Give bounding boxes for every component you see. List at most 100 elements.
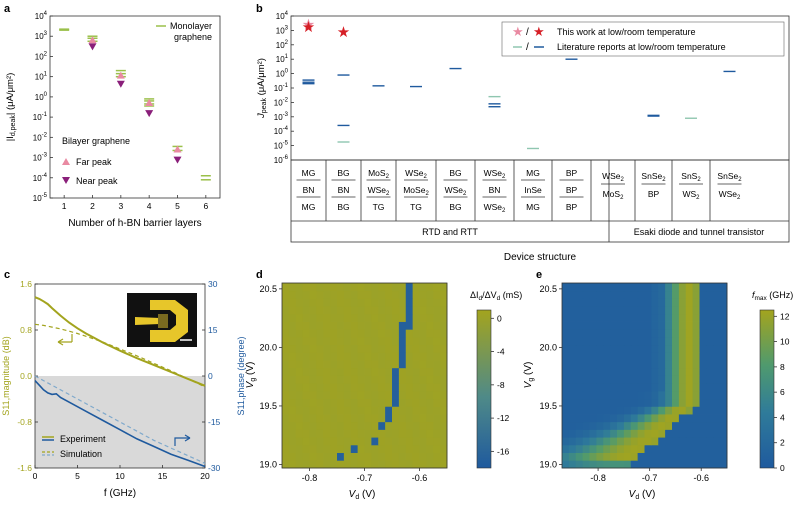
heatmap-cell xyxy=(364,290,372,299)
heatmap-cell xyxy=(610,460,618,469)
heatmap-cell xyxy=(610,444,618,453)
heatmap-cell xyxy=(644,344,652,353)
heatmap-cell xyxy=(309,360,317,369)
heatmap-cell xyxy=(672,460,680,469)
heatmap-cell xyxy=(610,414,618,423)
heatmap-cell xyxy=(575,406,584,415)
heatmap-cell xyxy=(562,290,570,299)
heatmap-cell xyxy=(665,367,673,376)
heatmap-cell xyxy=(562,352,570,361)
heatmap-cell xyxy=(713,360,721,369)
heatmap-cell xyxy=(692,367,700,376)
heatmap-cell xyxy=(440,352,448,361)
heatmap-cell xyxy=(603,460,611,469)
heatmap-cell xyxy=(309,306,317,315)
heatmap-cell xyxy=(562,375,570,384)
heatmap-cell xyxy=(288,283,297,292)
heatmap-cell xyxy=(288,306,297,315)
heatmap-cell xyxy=(692,290,700,299)
heatmap-cell xyxy=(672,321,680,330)
heatmap-cell xyxy=(392,414,400,423)
structure-layer-label: MoS2 xyxy=(368,168,389,180)
heatmap-cell xyxy=(699,313,707,322)
heatmap-cell xyxy=(603,352,611,361)
heatmap-cell xyxy=(343,283,352,292)
heatmap-cell xyxy=(357,452,365,461)
heatmap-cell xyxy=(665,306,673,315)
legend-near-peak: Near peak xyxy=(76,176,118,186)
heatmap-cell xyxy=(433,414,441,423)
heatmap-cell xyxy=(330,329,338,338)
heatmap-cell xyxy=(378,344,386,353)
heatmap-cell xyxy=(720,452,728,461)
structure-layer-label: SnSe2 xyxy=(717,171,742,183)
heatmap-cell xyxy=(392,298,400,307)
right-y-tick-label: -30 xyxy=(208,463,221,473)
heatmap-cell xyxy=(392,383,400,392)
x-tick-label: 10 xyxy=(115,471,125,481)
heatmap-cell xyxy=(699,398,707,407)
heatmap-cell xyxy=(706,298,714,307)
heatmap-cell xyxy=(343,444,352,453)
heatmap-cell xyxy=(371,398,379,407)
heatmap-cell xyxy=(302,429,310,438)
heatmap-cell xyxy=(288,460,297,469)
heatmap-cell xyxy=(309,290,317,299)
heatmap-cell xyxy=(672,383,680,392)
heatmap-cell xyxy=(658,437,666,446)
right-y-tick-label: 0 xyxy=(208,371,213,381)
panel-e-colorbar xyxy=(759,309,775,469)
heatmap-cell xyxy=(392,329,400,338)
heatmap-cell xyxy=(364,313,372,322)
heatmap-cell xyxy=(385,298,393,307)
heatmap-cell xyxy=(720,421,728,430)
heatmap-cell xyxy=(295,290,304,299)
heatmap-cell xyxy=(323,336,331,346)
heatmap-cell xyxy=(302,290,310,299)
heatmap-cell xyxy=(596,360,604,369)
heatmap-cell xyxy=(568,429,577,438)
heatmap-cell xyxy=(685,344,694,353)
y-tick-label: 10-3 xyxy=(274,112,289,122)
heatmap-cell xyxy=(405,390,414,400)
heatmap-cell xyxy=(720,329,728,338)
heatmap-cell xyxy=(603,375,611,384)
heatmap-cell xyxy=(337,298,345,307)
heatmap-cell xyxy=(637,437,645,446)
heatmap-cell xyxy=(282,398,290,407)
heatmap-cell xyxy=(617,321,625,330)
heatmap-cell xyxy=(568,290,577,299)
heatmap-cell xyxy=(713,290,721,299)
heatmap-cell xyxy=(433,383,441,392)
heatmap-cell xyxy=(302,390,310,400)
heatmap-cell xyxy=(378,290,386,299)
heatmap-cell xyxy=(282,460,290,469)
this-work-room-star: ★ xyxy=(337,24,350,41)
heatmap-cell xyxy=(323,344,331,353)
heatmap-cell xyxy=(720,313,728,322)
heatmap-cell xyxy=(398,390,407,400)
heatmap-cell xyxy=(582,306,590,315)
heatmap-cell xyxy=(343,298,352,307)
heatmap-cell xyxy=(392,367,400,376)
heatmap-cell xyxy=(364,444,372,453)
heatmap-cell xyxy=(685,290,694,299)
heatmap-cell xyxy=(426,375,434,384)
heatmap-cell xyxy=(713,329,721,338)
heatmap-cell xyxy=(713,437,721,446)
structure-layer-label: MoS2 xyxy=(603,189,624,201)
heatmap-cell xyxy=(699,298,707,307)
panel-label-c: c xyxy=(4,269,10,281)
heatmap-cell xyxy=(337,344,345,353)
heatmap-cell xyxy=(433,460,441,469)
heatmap-cell xyxy=(426,414,434,423)
heatmap-cell xyxy=(357,429,365,438)
heatmap-cell xyxy=(282,313,290,322)
heatmap-cell xyxy=(562,437,570,446)
heatmap-cell xyxy=(371,390,379,400)
heatmap-cell xyxy=(323,444,331,453)
heatmap-cell xyxy=(678,460,687,469)
panel-d-chart: -0.8 -0.7 -0.6 20.5 20.0 19.5 19.0 0 -4 -8 -12 -16… xyxy=(245,282,522,501)
heatmap-cell xyxy=(568,406,577,415)
heatmap-cell xyxy=(678,429,687,438)
